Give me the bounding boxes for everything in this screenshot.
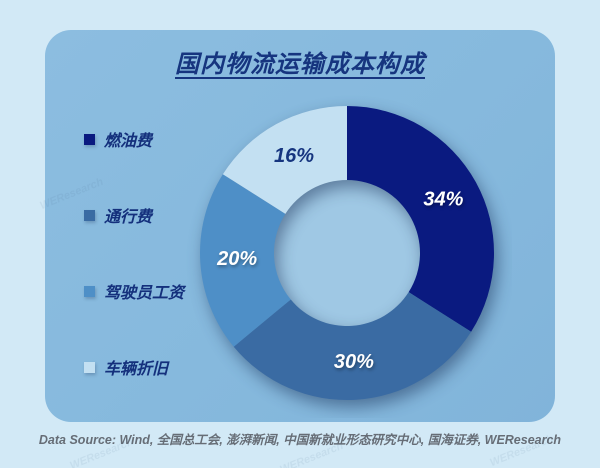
slice-data-label: 34%: [423, 188, 463, 210]
legend-label: 驾驶员工资: [104, 285, 185, 302]
data-source-footer: Data Source: Wind, 全国总工会, 澎湃新闻, 中国新就业形态研…: [38, 433, 562, 447]
slice-data-label: 30%: [334, 351, 374, 373]
donut-slice-1: [233, 292, 472, 401]
legend-label: 燃油费: [104, 133, 153, 150]
chart-legend: 燃油费通行费驾驶员工资车辆折旧: [84, 128, 184, 378]
legend-item-3: 车辆折旧: [84, 356, 184, 378]
legend-label: 通行费: [104, 209, 153, 226]
slice-data-label: 16%: [274, 145, 314, 167]
donut-chart: 34% 30% 20% 16%: [199, 106, 495, 401]
legend-item-1: 通行费: [84, 204, 184, 226]
legend-item-2: 驾驶员工资: [84, 280, 184, 302]
chart-title: 国内物流运输成本构成: [175, 51, 425, 78]
legend-item-0: 燃油费: [84, 128, 184, 150]
slice-data-label: 20%: [216, 248, 257, 270]
legend-swatch-icon: [84, 285, 95, 297]
donut-slice-2: [199, 174, 291, 347]
legend-swatch-icon: [84, 133, 95, 145]
legend-label: 车辆折旧: [104, 361, 169, 378]
donut-hole: [273, 179, 421, 327]
donut-slice-3: [222, 106, 347, 214]
legend-swatch-icon: [84, 209, 95, 221]
legend-swatch-icon: [84, 361, 95, 373]
donut-slice-0: [347, 106, 495, 332]
